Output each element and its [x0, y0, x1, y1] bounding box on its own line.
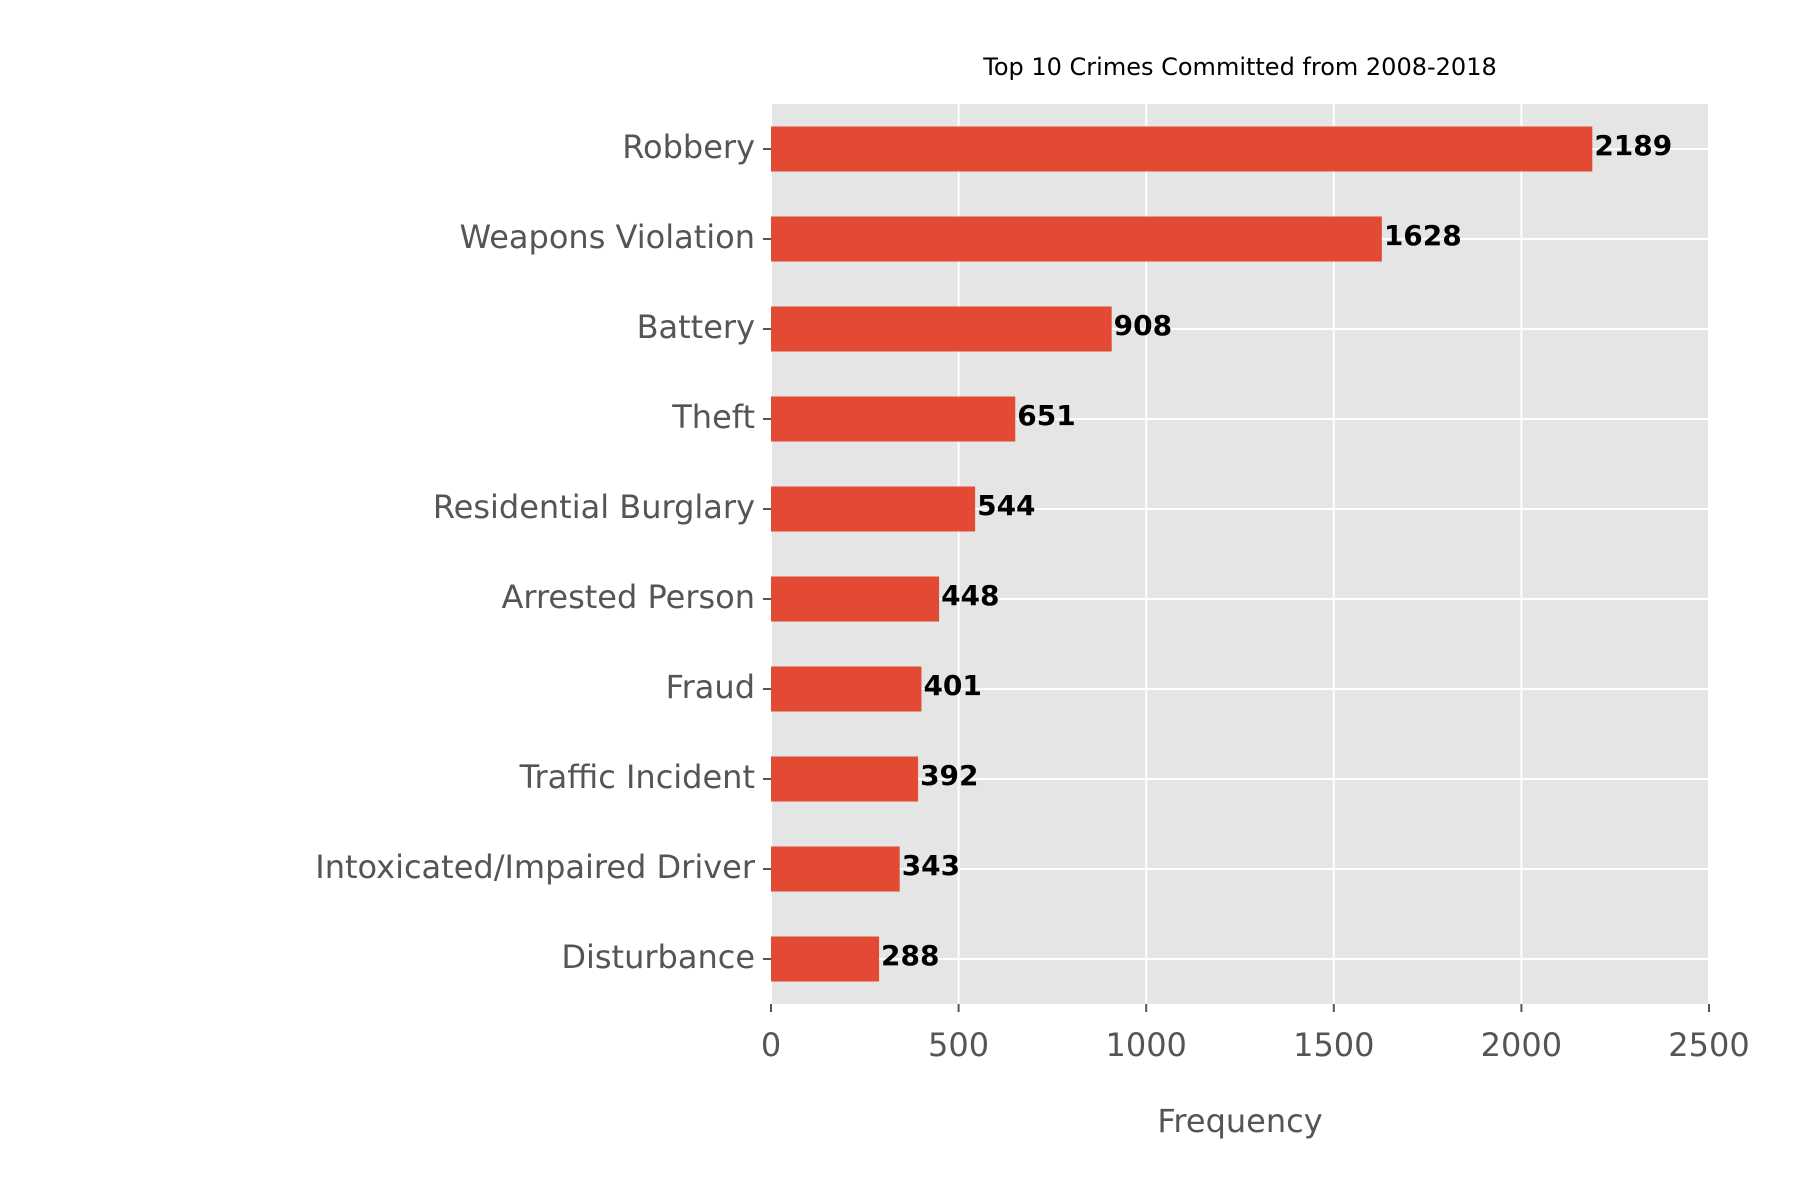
bars	[771, 126, 1593, 982]
bar	[771, 216, 1382, 262]
data-label: 2189	[1594, 129, 1672, 162]
bar	[771, 396, 1016, 442]
y-tick-label: Traffic Incident	[519, 758, 755, 796]
y-axis: Robbery Weapons Violation Battery Theft Resi…	[315, 128, 771, 976]
data-label: 1628	[1384, 219, 1462, 252]
bar	[771, 486, 976, 532]
y-tick-label: Theft	[671, 398, 755, 436]
bar	[771, 126, 1593, 172]
bar	[771, 666, 922, 712]
x-tick-label: 2500	[1668, 1026, 1749, 1064]
data-label: 401	[923, 669, 981, 702]
data-label: 288	[881, 939, 939, 972]
data-label: 392	[920, 759, 978, 792]
data-labels: 2189 1628 908 651 544 448 401 392 343 288	[881, 129, 1672, 972]
data-label: 544	[977, 489, 1035, 522]
data-label: 343	[902, 849, 960, 882]
y-tick-label: Disturbance	[561, 938, 755, 976]
x-tick-label: 1000	[1105, 1026, 1186, 1064]
x-tick-label: 500	[928, 1026, 989, 1064]
bar	[771, 846, 900, 892]
bar	[771, 576, 940, 622]
data-label: 908	[1114, 309, 1172, 342]
chart-title: Top 10 Crimes Committed from 2008-2018	[982, 53, 1496, 81]
y-tick-label: Weapons Violation	[459, 218, 755, 256]
data-label: 448	[941, 579, 999, 612]
bar	[771, 936, 880, 982]
x-tick-label: 0	[761, 1026, 781, 1064]
bar	[771, 306, 1112, 352]
x-axis: 0 500 1000 1500 2000 2500	[761, 1004, 1750, 1064]
y-tick-label: Robbery	[622, 128, 755, 166]
x-tick-label: 2000	[1481, 1026, 1562, 1064]
x-tick-label: 1500	[1293, 1026, 1374, 1064]
data-label: 651	[1017, 399, 1075, 432]
y-tick-label: Residential Burglary	[433, 488, 755, 526]
y-tick-label: Battery	[637, 308, 755, 346]
y-tick-label: Arrested Person	[501, 578, 755, 616]
x-axis-title: Frequency	[1157, 1102, 1322, 1140]
bar	[771, 756, 919, 802]
y-tick-label: Fraud	[666, 668, 755, 706]
y-tick-label: Intoxicated/Impaired Driver	[315, 848, 756, 886]
